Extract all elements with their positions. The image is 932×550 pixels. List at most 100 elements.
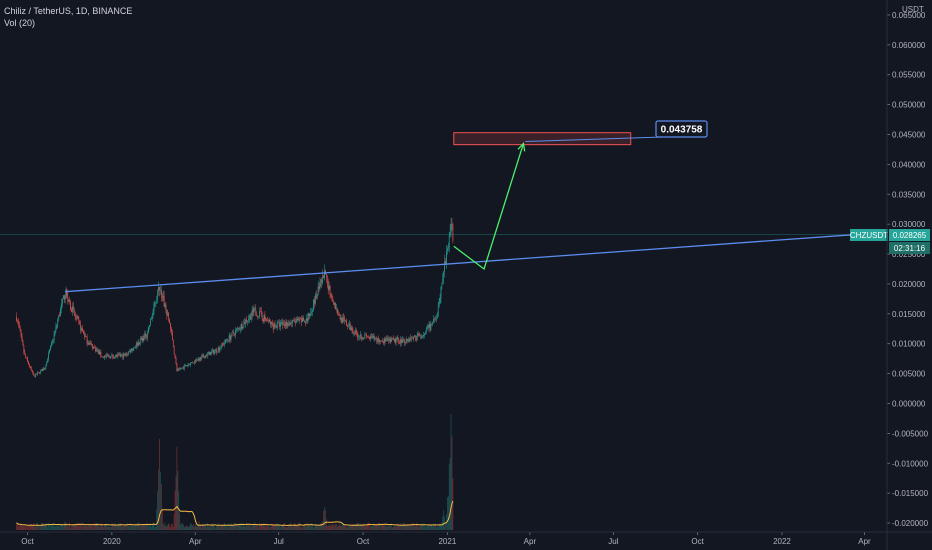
candle-body (109, 356, 111, 359)
volume-bar (143, 523, 145, 530)
volume-bar (376, 523, 378, 530)
volume-bar (165, 526, 167, 530)
candle-body (229, 335, 231, 340)
volume-bar (247, 525, 248, 530)
candle-body (413, 337, 414, 339)
volume-bar (300, 526, 302, 530)
volume-bar (171, 524, 173, 530)
volume-bar (225, 524, 226, 530)
candle-body (235, 330, 236, 336)
candle-body (140, 338, 142, 340)
candle-body (121, 354, 123, 356)
volume-bar (286, 527, 288, 530)
volume-bar (301, 527, 302, 530)
price-tick-label: 0.050000 (892, 101, 926, 110)
candle-body (332, 296, 334, 301)
volume-bar (196, 526, 198, 530)
candle-body (91, 343, 93, 345)
volume-bar (38, 526, 39, 530)
volume-bar (312, 525, 313, 530)
volume-bar (445, 522, 446, 530)
volume-bar (255, 524, 257, 530)
volume-bar (141, 525, 143, 530)
volume-bar (24, 526, 26, 530)
volume-bar (297, 524, 299, 530)
candle-body (374, 338, 376, 340)
candle-body (404, 342, 406, 344)
candle-body (61, 298, 63, 304)
volume-bar (401, 525, 402, 530)
candle-body (369, 337, 370, 339)
volume-bar (85, 525, 87, 530)
candle-body (394, 338, 396, 343)
volume-bar (133, 526, 135, 530)
volume-bar (428, 524, 430, 530)
symbol-title[interactable]: Chiliz / TetherUS, 1D, BINANCE (4, 6, 133, 16)
volume-bar (341, 526, 343, 530)
volume-bar (282, 524, 283, 530)
candle-body (192, 362, 193, 364)
candle-body (358, 336, 359, 338)
volume-bar (353, 523, 355, 530)
volume-bar (332, 524, 334, 530)
candle-body (37, 372, 38, 375)
volume-bar (268, 525, 269, 530)
volume-bar (120, 523, 122, 530)
price-axis[interactable]: 0.065000 0.060000 0.055000 0.050000 0.045000… (887, 11, 929, 528)
projection-arrow[interactable] (453, 143, 525, 271)
volume-bar (86, 526, 88, 530)
volume-bar (442, 516, 444, 530)
volume-bar (308, 523, 310, 530)
price-tick-label: 0.055000 (892, 71, 926, 80)
candle-body (436, 316, 438, 319)
volume-bar (252, 525, 254, 530)
volume-bar (183, 524, 184, 530)
candle-body (388, 338, 390, 341)
volume-bar (306, 522, 308, 530)
candle-body (178, 368, 180, 370)
volume-bar (207, 525, 209, 530)
candle-body (169, 319, 170, 324)
candle-body (382, 341, 384, 344)
target-callout[interactable]: 0.043758 (655, 120, 708, 138)
time-axis[interactable]: Oct 2020 Apr Jul Oct 2021 Apr Jul Oct 2022 Apr (21, 532, 871, 546)
candle-body (139, 338, 141, 345)
candle-body (342, 317, 344, 324)
candle-body (359, 336, 360, 338)
candle-body (177, 369, 179, 371)
volume-bar (190, 523, 192, 530)
volume-bar (246, 522, 247, 530)
volume-bar (326, 519, 327, 530)
candle-body (246, 319, 247, 322)
volume-bar (304, 523, 306, 530)
target-zone[interactable] (453, 132, 632, 146)
candle-body (296, 319, 298, 322)
candle-body (308, 313, 310, 316)
volume-bar (195, 526, 197, 530)
volume-bar (83, 525, 85, 530)
candle-body (311, 312, 313, 313)
volume-bar (48, 522, 49, 530)
volume-bar (180, 524, 181, 530)
volume-bar (397, 523, 399, 530)
volume-bar (158, 469, 159, 530)
candle-body (304, 320, 305, 322)
price-tick-label: 0.065000 (892, 11, 926, 20)
candle-body (214, 350, 215, 354)
volume-bar (25, 526, 27, 530)
volume-bar (349, 526, 351, 530)
candle-body (356, 330, 357, 334)
candle-body (25, 354, 27, 358)
candle-body (63, 295, 65, 300)
volume-bar (68, 526, 70, 530)
volume-bar (233, 526, 235, 530)
resistance-trendline[interactable] (65, 234, 851, 293)
volume-bar (67, 526, 69, 530)
candle-body (71, 309, 72, 312)
candle-body (156, 299, 158, 303)
candle-body (96, 349, 98, 352)
volume-indicator-label[interactable]: Vol (20) (4, 18, 36, 28)
volume-bar (84, 525, 86, 530)
volume-bar (415, 522, 417, 530)
